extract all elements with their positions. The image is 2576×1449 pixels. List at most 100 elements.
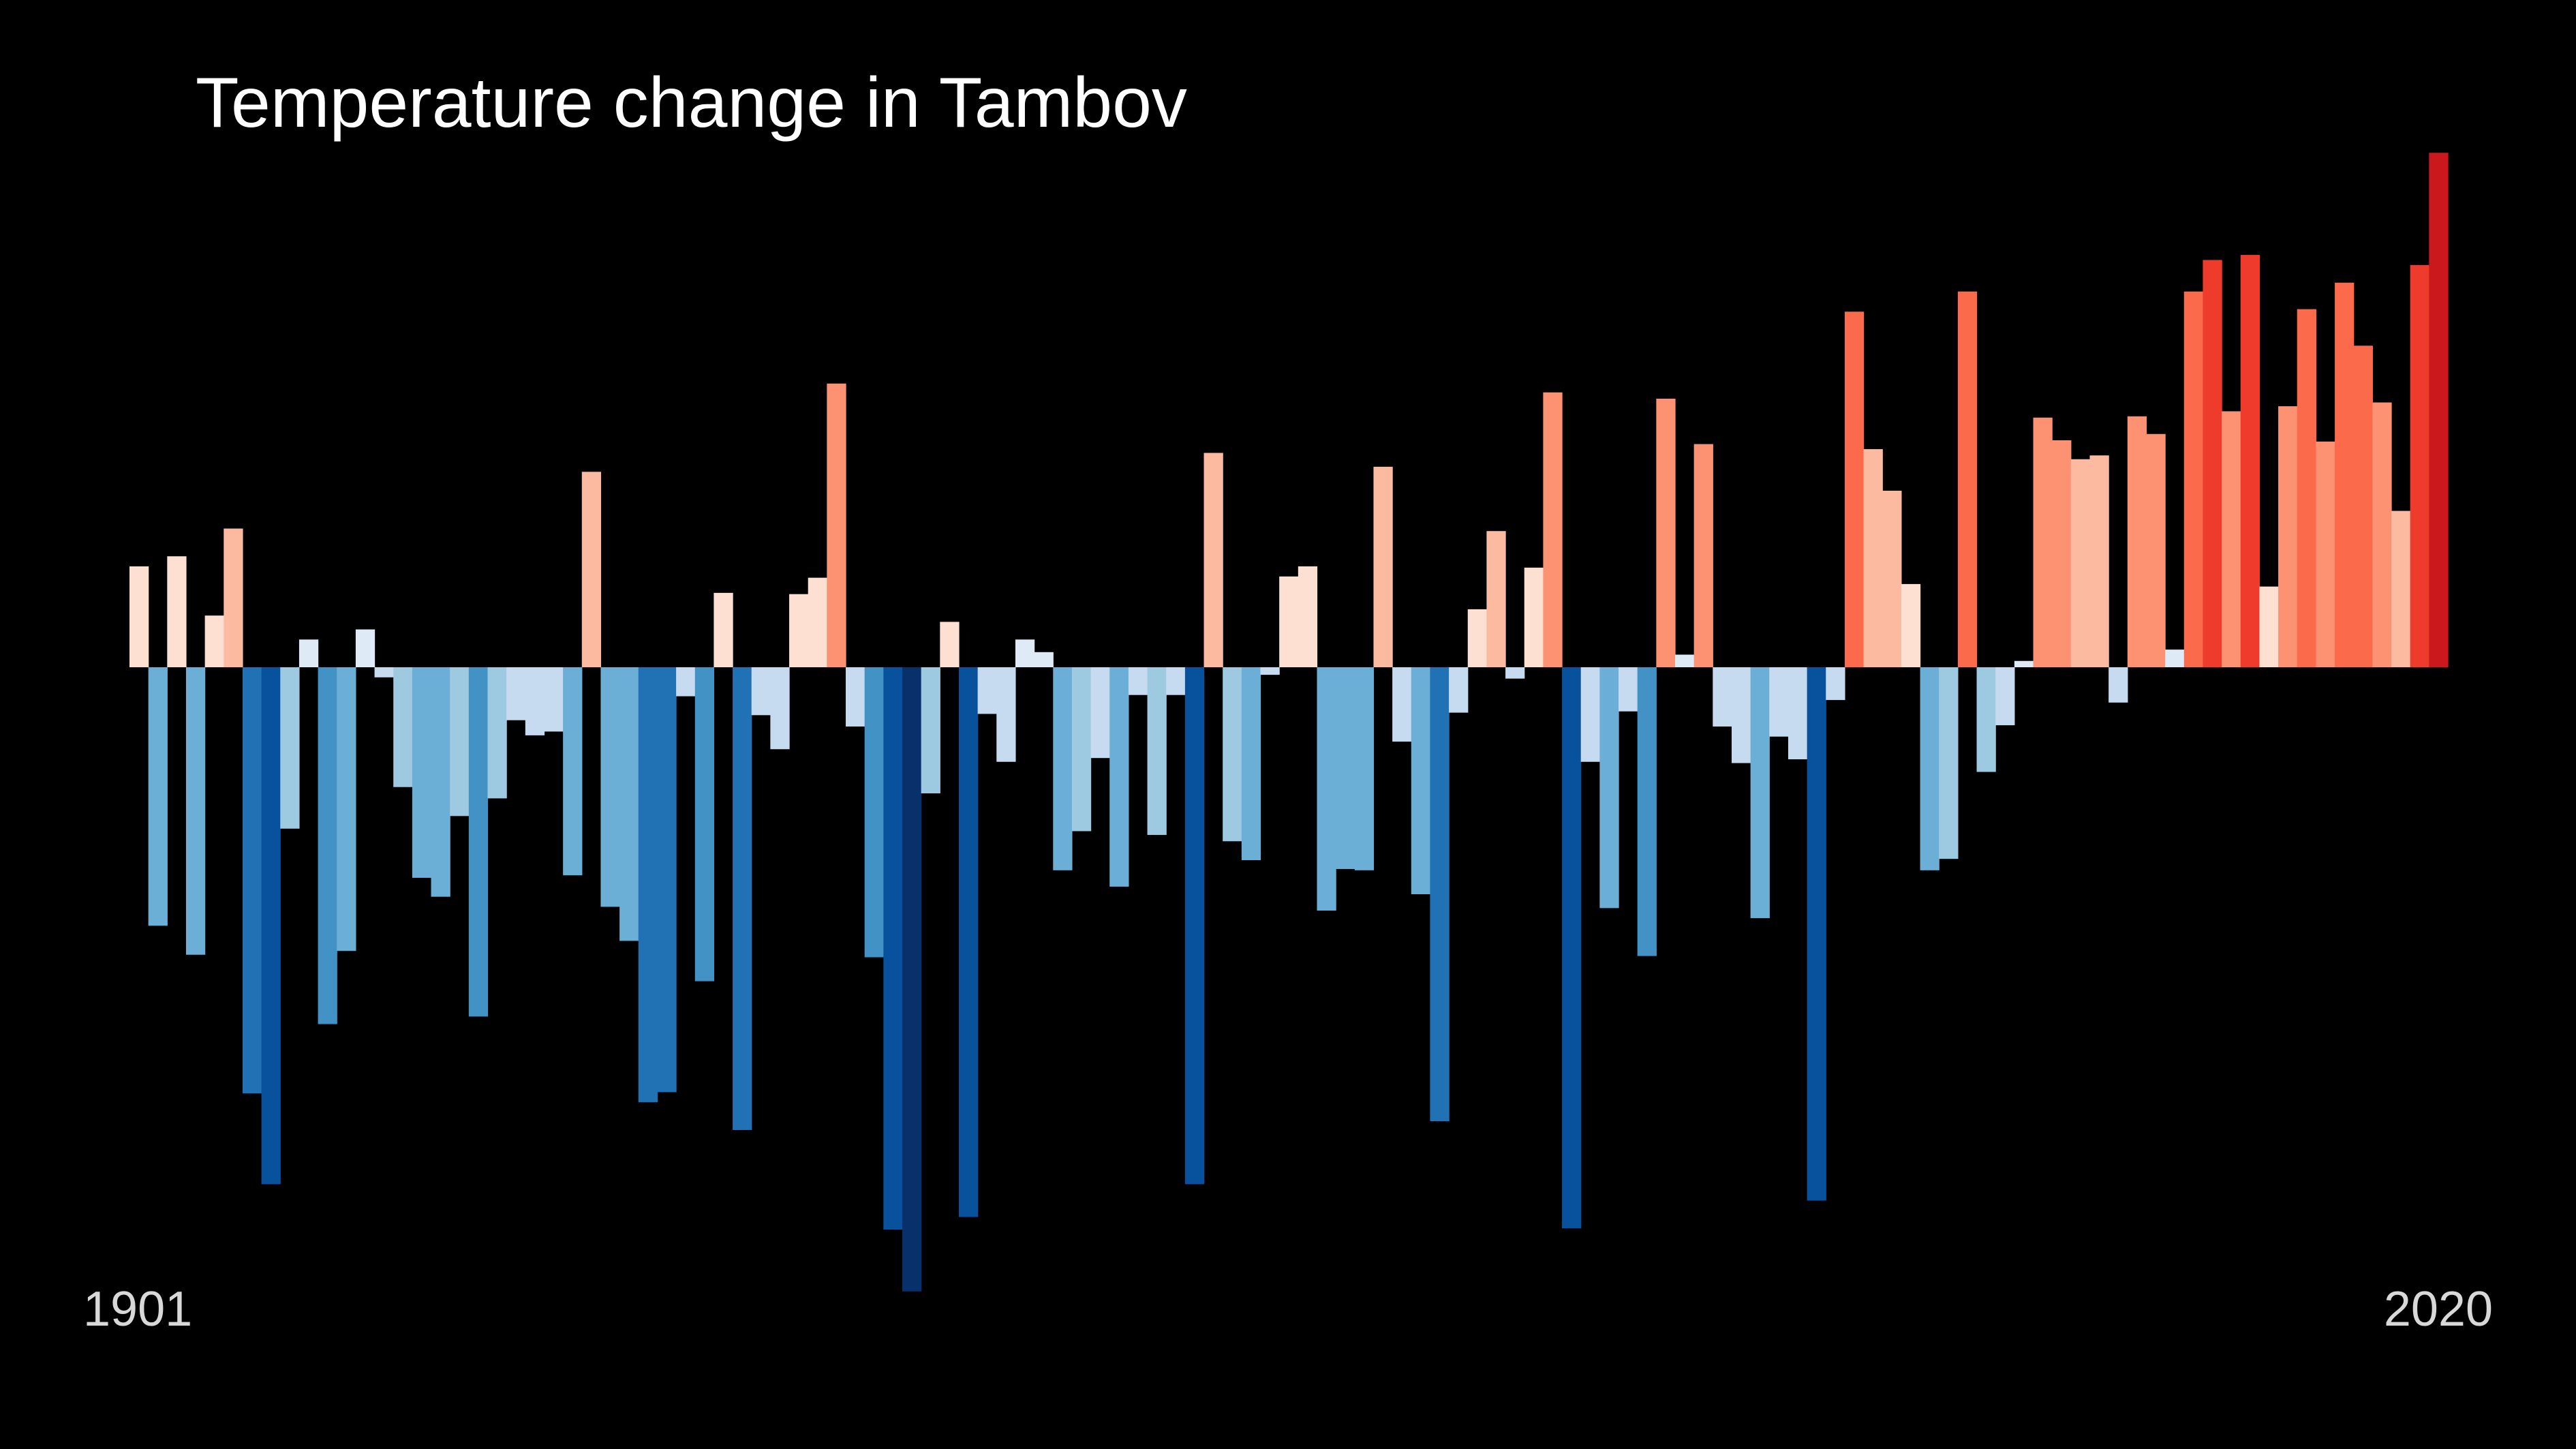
bar-1923 xyxy=(544,667,564,732)
bar-1958 xyxy=(1203,453,1223,667)
bar-1929 xyxy=(657,667,677,1093)
bar-1949 xyxy=(1034,652,1054,667)
bar-1965 xyxy=(1336,667,1355,869)
bar-1918 xyxy=(450,667,470,817)
bar-1967 xyxy=(1373,466,1393,667)
bar-1948 xyxy=(1015,639,1035,667)
bar-1991 xyxy=(1826,667,1845,701)
bar-1979 xyxy=(1599,667,1619,909)
bar-2002 xyxy=(2033,417,2053,667)
bar-1937 xyxy=(808,577,827,667)
bar-1932 xyxy=(714,592,733,667)
bar-1946 xyxy=(977,667,997,714)
bar-1901 xyxy=(129,566,149,667)
bar-1904 xyxy=(185,667,206,955)
bar-1939 xyxy=(846,667,865,727)
bar-1925 xyxy=(581,472,602,667)
bar-1963 xyxy=(1298,566,1318,667)
bar-1940 xyxy=(864,667,884,958)
bar-2018 xyxy=(2335,282,2355,667)
bar-1970 xyxy=(1430,667,1450,1121)
bar-1952 xyxy=(1090,667,1110,759)
bar-1922 xyxy=(525,667,545,735)
bar-2021 xyxy=(2391,510,2411,667)
bar-1927 xyxy=(619,667,639,941)
bar-1959 xyxy=(1223,667,1242,842)
bar-2020 xyxy=(2372,402,2392,667)
bar-1960 xyxy=(1241,667,1261,861)
bar-1985 xyxy=(1713,667,1732,727)
bar-1917 xyxy=(431,667,450,897)
bar-1928 xyxy=(638,667,658,1103)
bar-1980 xyxy=(1619,667,1638,712)
bar-2015 xyxy=(2278,406,2298,667)
bar-1910 xyxy=(298,639,319,667)
bar-1997 xyxy=(1939,667,1959,859)
bar-1945 xyxy=(958,667,979,1217)
bar-1988 xyxy=(1769,667,1789,737)
bar-1905 xyxy=(204,615,224,667)
end-year-label: 2020 xyxy=(2383,1282,2493,1337)
bar-1961 xyxy=(1260,667,1280,675)
bar-1919 xyxy=(468,667,489,1017)
bar-1902 xyxy=(148,667,168,926)
bar-1944 xyxy=(940,622,960,667)
bar-1969 xyxy=(1411,667,1431,894)
bar-1947 xyxy=(996,667,1016,762)
bar-2004 xyxy=(2070,459,2091,667)
bar-2009 xyxy=(2165,650,2185,667)
bar-2013 xyxy=(2240,255,2260,667)
bar-1984 xyxy=(1693,444,1713,667)
bar-1990 xyxy=(1807,667,1826,1201)
bar-1906 xyxy=(224,528,243,667)
bar-1957 xyxy=(1184,667,1205,1185)
bar-1911 xyxy=(318,667,337,1024)
bar-1981 xyxy=(1637,667,1657,956)
bar-2012 xyxy=(2222,411,2241,667)
bar-1968 xyxy=(1392,667,1412,742)
bar-1941 xyxy=(883,667,903,1230)
bar-1933 xyxy=(733,667,752,1130)
bar-1934 xyxy=(751,667,771,716)
bar-1907 xyxy=(242,667,262,1094)
bar-2023 xyxy=(2429,153,2449,667)
bar-2000 xyxy=(1995,667,2015,726)
bar-1956 xyxy=(1166,667,1186,695)
bar-2005 xyxy=(2089,455,2109,667)
bar-1992 xyxy=(1844,311,1865,667)
bar-1903 xyxy=(167,556,187,667)
bar-1921 xyxy=(506,667,526,720)
bar-1999 xyxy=(1976,667,1996,772)
bar-1975 xyxy=(1524,567,1544,667)
bar-1953 xyxy=(1109,667,1129,887)
bar-1909 xyxy=(280,667,300,829)
bar-1955 xyxy=(1147,667,1167,836)
bar-1982 xyxy=(1656,398,1676,667)
bar-1986 xyxy=(1731,667,1751,763)
bar-1972 xyxy=(1467,609,1488,667)
bar-1954 xyxy=(1128,667,1148,695)
bar-1976 xyxy=(1543,392,1563,667)
bar-1943 xyxy=(921,667,940,793)
bar-1973 xyxy=(1486,531,1506,667)
bar-1996 xyxy=(1920,667,1939,870)
bar-1915 xyxy=(393,667,413,787)
chart-title: Temperature change in Tambov xyxy=(196,63,1187,142)
bar-1912 xyxy=(337,667,356,951)
bar-1983 xyxy=(1675,654,1695,667)
bar-1930 xyxy=(676,667,696,697)
bar-1998 xyxy=(1957,291,1978,667)
bar-2019 xyxy=(2353,346,2373,667)
bar-2022 xyxy=(2410,264,2429,668)
bar-2006 xyxy=(2109,667,2128,703)
bar-2017 xyxy=(2316,441,2335,667)
bar-1977 xyxy=(1562,667,1582,1229)
start-year-label: 1901 xyxy=(83,1282,193,1337)
bar-2003 xyxy=(2052,440,2072,667)
bar-1964 xyxy=(1317,667,1336,911)
bar-1931 xyxy=(694,667,715,981)
bar-2016 xyxy=(2297,309,2316,668)
bar-1974 xyxy=(1505,667,1525,679)
bar-2011 xyxy=(2203,260,2222,667)
